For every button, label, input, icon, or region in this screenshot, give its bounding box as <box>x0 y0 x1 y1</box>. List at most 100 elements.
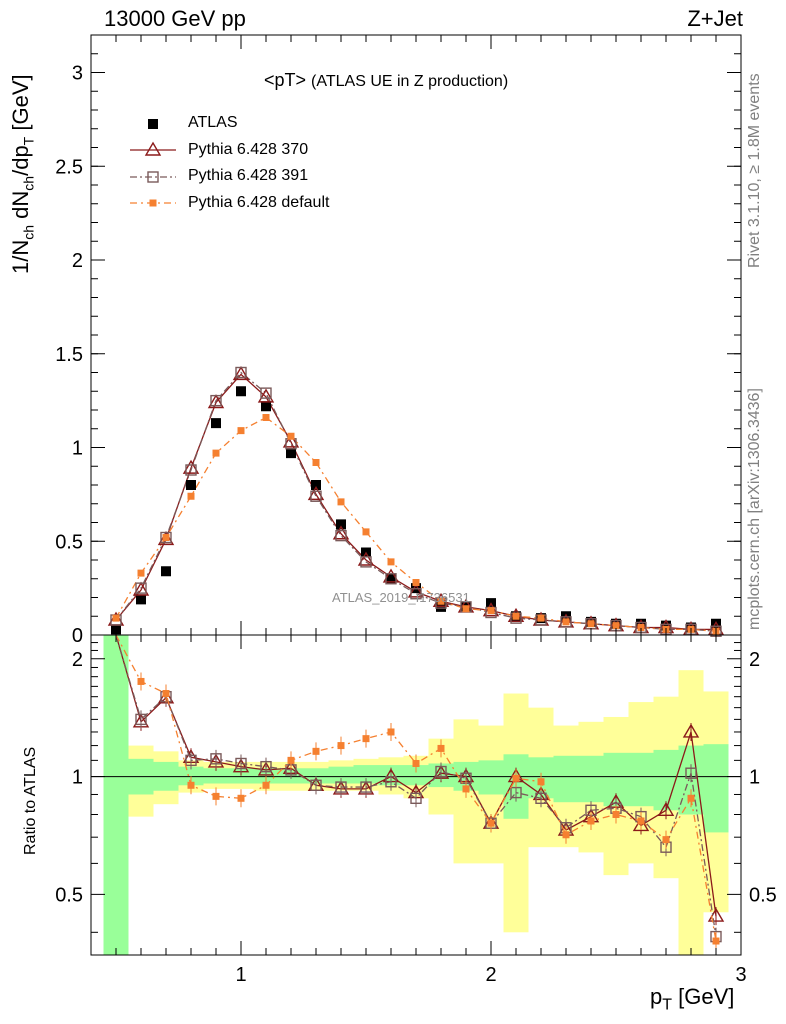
y-tick-label: 2 <box>72 250 83 272</box>
ratio-band-green <box>353 765 379 784</box>
ratio-point-square-open <box>310 779 322 791</box>
ratio-point-square-small <box>612 810 620 818</box>
y-tick-label: 1.5 <box>55 344 83 366</box>
data-point-square-filled <box>336 519 346 530</box>
ratio-band-green <box>203 768 229 784</box>
ratio-y-tick-label-left: 0.5 <box>55 884 83 906</box>
y-tick-label: 1 <box>72 438 83 460</box>
ratio-point-square-open <box>335 781 347 793</box>
data-point-square-open <box>385 573 397 585</box>
ratio-point-square-small <box>337 742 345 750</box>
data-point-square-small <box>312 459 320 466</box>
data-point-triangle-open <box>282 433 300 448</box>
analysis-watermark: ATLAS_2019_I1736531 <box>332 590 470 605</box>
data-point-square-open <box>310 490 322 502</box>
data-point-square-small <box>187 492 195 500</box>
ratio-point-square-small <box>587 817 595 825</box>
data-point-square-small <box>337 498 345 506</box>
mcplots-reference-label: mcplots.cern.ch [arXiv:1306.3436] <box>746 388 763 630</box>
data-point-square-small <box>237 427 245 435</box>
ratio-point-square-small <box>212 792 220 800</box>
data-point-square-small <box>387 558 395 566</box>
legend-marker-square-open <box>147 171 159 183</box>
data-point-square-filled <box>286 448 296 459</box>
data-point-square-small <box>487 607 495 615</box>
ratio-point-square-open <box>385 776 397 788</box>
ratio-y-tick-label-right: 1 <box>749 767 760 789</box>
y-axis-label-ratio: Ratio to ATLAS <box>22 746 39 855</box>
ratio-point-square-open <box>360 781 372 793</box>
data-point-square-filled <box>261 401 271 412</box>
data-point-square-small <box>412 579 420 586</box>
ratio-y-tick-label-left: 2 <box>72 649 83 671</box>
data-point-square-small <box>287 432 295 440</box>
data-point-square-filled <box>311 480 321 490</box>
data-point-square-small <box>512 612 520 620</box>
ratio-point-square-small <box>287 756 295 764</box>
ratio-point-square-open <box>535 792 547 804</box>
ratio-y-tick-label-left: 1 <box>72 767 83 789</box>
data-point-square-small <box>362 528 370 536</box>
ratio-point-square-small <box>687 794 695 802</box>
ratio-point-square-small <box>637 817 645 825</box>
data-point-square-open <box>260 387 272 399</box>
data-point-triangle-open <box>257 388 275 403</box>
ratio-band-green <box>628 752 654 807</box>
data-point-square-small <box>562 618 570 626</box>
plot-title-sub: (ATLAS UE in Z production) <box>311 73 509 90</box>
rivet-version-label: Rivet 3.1.10, ≥ 1.8M events <box>746 73 763 268</box>
data-point-triangle-open <box>207 394 225 409</box>
data-point-square-small <box>162 534 170 541</box>
data-point-square-small <box>612 622 620 630</box>
ratio-point-square-open <box>135 713 147 726</box>
data-point-square-filled <box>236 386 246 397</box>
legend-label-pythia-370: Pythia 6.428 370 <box>188 141 309 158</box>
data-point-square-small <box>587 620 595 628</box>
ratio-point-square-open <box>260 760 272 773</box>
plot-title-main: <pT> <box>264 70 307 90</box>
data-point-square-small <box>462 605 470 613</box>
data-point-square-filled <box>636 618 646 629</box>
data-point-square-open <box>360 556 372 568</box>
header-process: Z+Jet <box>687 6 743 31</box>
ratio-point-square-small <box>712 937 720 945</box>
data-point-square-small <box>262 414 270 421</box>
ratio-band-green <box>478 760 504 795</box>
data-point-square-filled <box>661 620 671 631</box>
x-tick-label: 1 <box>235 964 246 986</box>
ratio-point-square-open <box>435 765 447 778</box>
x-tick-label: 3 <box>735 964 746 986</box>
data-point-square-open <box>185 464 197 476</box>
data-point-square-filled <box>386 573 396 584</box>
data-point-square-open <box>560 616 572 628</box>
y-tick-label: 2.5 <box>55 156 83 178</box>
x-axis-label: pT [GeV] <box>650 984 735 1014</box>
ratio-point-square-small <box>487 819 495 827</box>
data-point-square-small <box>137 569 145 577</box>
ratio-point-square-small <box>162 690 170 698</box>
ratio-point-square-small <box>462 785 470 793</box>
y-axis-label-main: 1/Nch dNch/dpT [GeV] <box>8 74 37 274</box>
ratio-y-tick-label-right: 0.5 <box>749 884 777 906</box>
plot-axes: 0 0.5 1 1.5 2 2.5 3 1 2 3 0.5 0.5 1 1 2 2 <box>55 34 777 986</box>
ratio-band-green <box>653 749 679 811</box>
data-point-square-small <box>537 614 545 622</box>
ratio-uncertainty-bands <box>91 635 741 955</box>
data-point-square-small <box>212 449 220 457</box>
legend-marker-triangle-open <box>144 141 162 156</box>
y-tick-label: 3 <box>72 63 83 85</box>
x-tick-label: 2 <box>485 964 496 986</box>
y-tick-label: 0.5 <box>55 531 83 553</box>
header-energy: 13000 GeV pp <box>104 6 246 31</box>
ratio-point-square-small <box>537 778 545 786</box>
ratio-band-green <box>328 766 354 784</box>
data-point-triangle-open <box>332 525 350 540</box>
ratio-band-green <box>578 755 604 803</box>
data-point-square-small <box>437 597 445 605</box>
data-point-triangle-open <box>407 583 425 598</box>
legend-marker-square-small <box>149 199 157 207</box>
legend-marker-square-filled <box>148 119 158 129</box>
ratio-point-square-open <box>210 753 222 765</box>
ratio-point-triangle-open <box>682 723 700 738</box>
